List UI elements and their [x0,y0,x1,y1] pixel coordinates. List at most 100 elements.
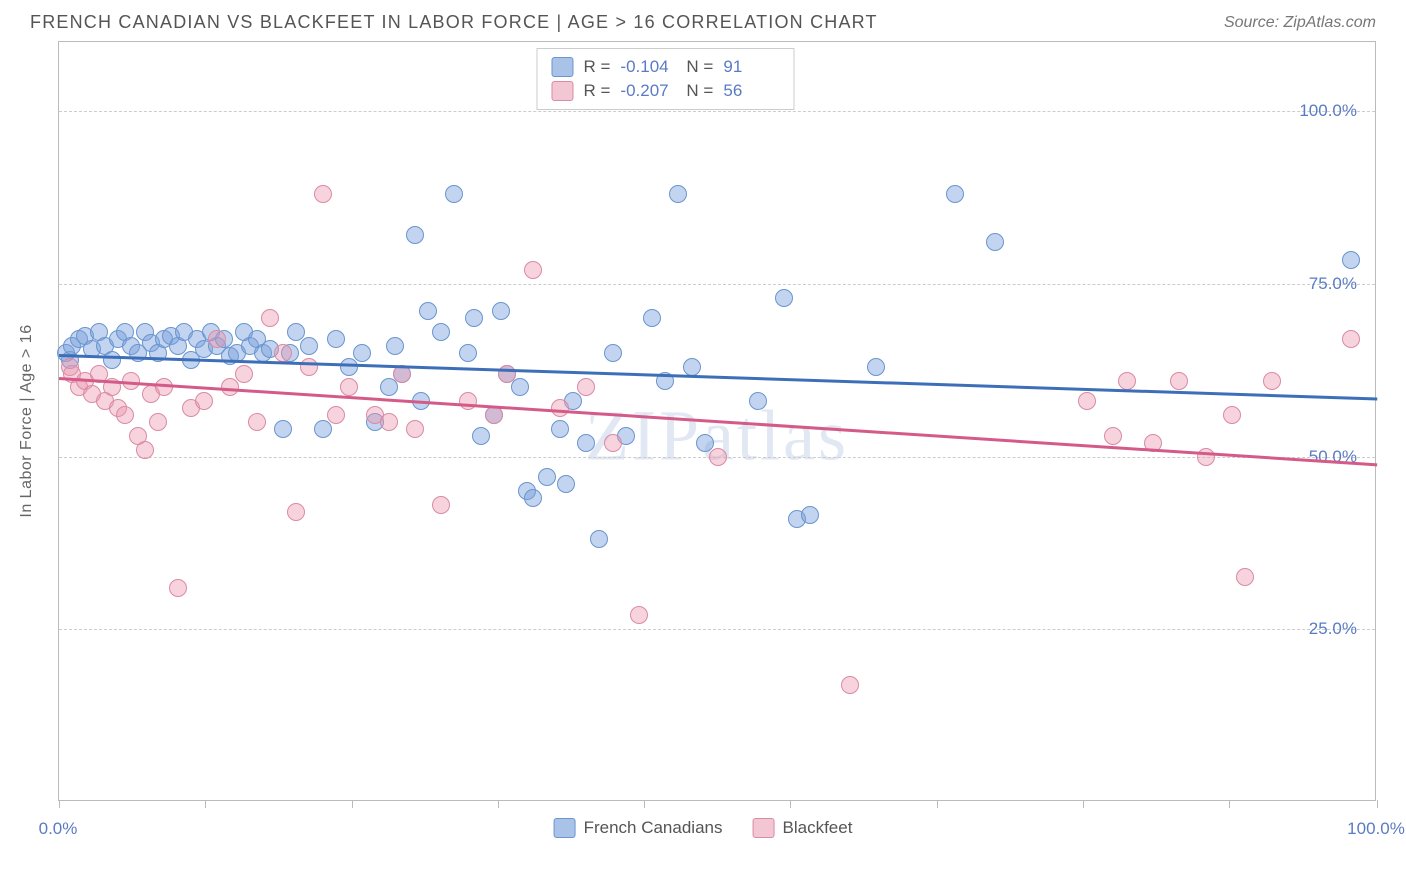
scatter-point [406,420,424,438]
x-tick [1377,800,1378,808]
scatter-point [459,344,477,362]
legend-swatch [551,81,573,101]
scatter-point [261,309,279,327]
scatter-point [300,358,318,376]
x-tick [644,800,645,808]
scatter-point [248,413,266,431]
scatter-point [287,503,305,521]
scatter-point [340,358,358,376]
scatter-point [683,358,701,376]
scatter-point [136,441,154,459]
scatter-point [1342,330,1360,348]
scatter-point [492,302,510,320]
chart-source: Source: ZipAtlas.com [1224,14,1376,32]
scatter-point [340,378,358,396]
legend-label: Blackfeet [782,818,852,838]
legend-r-label: R = [583,81,610,101]
scatter-point [590,530,608,548]
x-tick [790,800,791,808]
scatter-point [775,289,793,307]
x-tick-label: 0.0% [39,819,78,839]
x-tick [205,800,206,808]
scatter-point [498,365,516,383]
x-tick [937,800,938,808]
legend-row: R = -0.207 N = 56 [551,79,779,103]
legend-r-label: R = [583,57,610,77]
scatter-point [604,434,622,452]
plot-area: ZIPatlas R =-0.104N =91R =-0.207N =56 25… [58,41,1376,801]
legend-swatch [752,818,774,838]
scatter-point [1223,406,1241,424]
scatter-point [801,506,819,524]
scatter-point [169,579,187,597]
scatter-point [557,475,575,493]
scatter-point [1118,372,1136,390]
scatter-point [445,185,463,203]
gridline [59,629,1375,630]
scatter-point [867,358,885,376]
legend-swatch [554,818,576,838]
scatter-point [314,420,332,438]
scatter-point [841,676,859,694]
legend-series: French Canadians Blackfeet [554,818,853,838]
scatter-point [604,344,622,362]
y-tick-label: 100.0% [1299,101,1357,121]
scatter-point [155,378,173,396]
scatter-point [485,406,503,424]
legend-label: French Canadians [584,818,723,838]
scatter-point [353,344,371,362]
scatter-point [274,420,292,438]
scatter-point [538,468,556,486]
gridline [59,111,1375,112]
scatter-point [524,261,542,279]
x-tick [498,800,499,808]
legend-r-value: -0.104 [620,57,676,77]
scatter-point [551,420,569,438]
legend-correlation: R = -0.104 N = 91R = -0.207 N = 56 [536,48,794,110]
legend-item: French Canadians [554,818,723,838]
scatter-point [386,337,404,355]
legend-row: R =-0.104N =91 [551,55,779,79]
chart-wrap: In Labor Force | Age > 16 ZIPatlas R =-0… [30,41,1376,801]
scatter-point [1078,392,1096,410]
scatter-point [116,406,134,424]
x-tick-label: 100.0% [1347,819,1405,839]
legend-n-value: 91 [723,57,779,77]
scatter-point [327,330,345,348]
legend-item: Blackfeet [752,818,852,838]
scatter-point [1263,372,1281,390]
legend-n-value: 56 [723,81,779,101]
scatter-point [103,351,121,369]
scatter-point [1104,427,1122,445]
scatter-point [749,392,767,410]
scatter-point [300,337,318,355]
scatter-point [1197,448,1215,466]
x-tick [1083,800,1084,808]
scatter-point [1236,568,1254,586]
y-tick-label: 75.0% [1309,274,1357,294]
scatter-point [472,427,490,445]
scatter-point [149,413,167,431]
scatter-point [630,606,648,624]
scatter-point [432,323,450,341]
x-tick [1229,800,1230,808]
legend-n-label: N = [686,81,713,101]
scatter-point [195,392,213,410]
scatter-point [465,309,483,327]
scatter-point [511,378,529,396]
scatter-point [274,344,292,362]
chart-header: FRENCH CANADIAN VS BLACKFEET IN LABOR FO… [0,0,1406,41]
y-tick-label: 25.0% [1309,619,1357,639]
scatter-point [986,233,1004,251]
scatter-point [314,185,332,203]
legend-r-value: -0.207 [620,81,676,101]
gridline [59,284,1375,285]
scatter-point [1342,251,1360,269]
scatter-point [524,489,542,507]
scatter-point [432,496,450,514]
scatter-point [459,392,477,410]
legend-swatch [551,57,573,77]
scatter-point [406,226,424,244]
scatter-point [946,185,964,203]
scatter-point [551,399,569,417]
